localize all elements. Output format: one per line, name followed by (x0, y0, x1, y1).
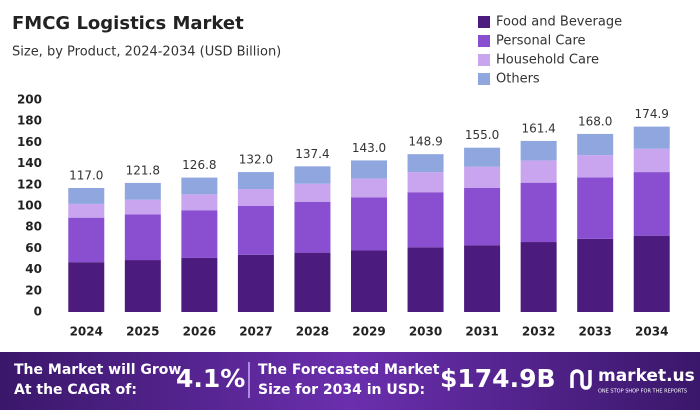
bar-segment (68, 187, 105, 204)
bar-segment (464, 147, 501, 167)
total-label: 121.8 (126, 163, 160, 177)
bar-segment (407, 154, 444, 173)
bar-segment (577, 238, 614, 312)
forecast-text: The Forecasted Market (258, 362, 440, 378)
x-tick-label: 2027 (239, 325, 272, 339)
bar-segment (294, 201, 331, 253)
brand-logo (570, 369, 592, 390)
legend-label: Household Care (496, 53, 599, 68)
bar-segment (351, 250, 387, 312)
total-label: 161.4 (521, 121, 555, 135)
y-tick-label: 80 (25, 220, 42, 234)
total-label: 168.0 (578, 114, 612, 128)
y-tick-label: 60 (25, 241, 42, 255)
total-label: 132.0 (239, 153, 273, 167)
total-label: 155.0 (465, 128, 499, 142)
bar-segment (633, 126, 670, 149)
x-tick-label: 2025 (126, 325, 159, 339)
bar-segment (351, 178, 387, 198)
forecast-value: $174.9B (440, 364, 556, 393)
bar-segment (237, 254, 274, 312)
x-tick-label: 2032 (522, 325, 555, 339)
bar-segment (181, 177, 218, 195)
cagr-text: The Market will Grow (14, 362, 181, 378)
y-tick-label: 140 (17, 156, 42, 170)
legend-swatch (478, 73, 490, 85)
bar-segment (464, 166, 501, 188)
bar-segment (68, 217, 105, 263)
bar-segment (520, 242, 557, 312)
legend-label: Personal Care (496, 34, 586, 49)
bar-segment (237, 189, 274, 206)
legend-label: Food and Beverage (496, 15, 622, 30)
bar-segment (407, 247, 444, 312)
bar-segment (294, 166, 331, 184)
bar-segment (237, 172, 274, 190)
forecast-text: Size for 2034 in USD: (258, 382, 425, 398)
x-tick-label: 2034 (635, 325, 668, 339)
x-tick-label: 2033 (578, 325, 611, 339)
brand-name: market.us (598, 366, 695, 386)
x-tick-label: 2024 (70, 325, 103, 339)
brand-tagline: ONE STOP SHOP FOR THE REPORTS (598, 389, 687, 395)
bar-segment (237, 206, 274, 255)
bar-segment (68, 203, 105, 218)
bar-segment (577, 177, 614, 239)
total-label: 143.0 (352, 141, 386, 155)
bar-segment (181, 257, 218, 312)
bar-segment (407, 192, 444, 248)
y-tick-label: 120 (17, 177, 42, 191)
y-tick-label: 160 (17, 135, 42, 149)
bar-segment (577, 133, 614, 156)
bar-segment (633, 235, 670, 312)
bar-segment (294, 183, 331, 202)
legend-swatch (478, 16, 490, 28)
bar-segment (633, 172, 670, 236)
bar-segment (181, 194, 218, 211)
bar-segment (181, 210, 218, 258)
x-tick-label: 2026 (183, 325, 216, 339)
bar-segment (124, 182, 161, 200)
bar-segment (124, 214, 161, 261)
bar-segment (68, 262, 105, 312)
x-tick-label: 2029 (352, 325, 385, 339)
bar-segment (294, 252, 331, 312)
total-label: 148.9 (408, 135, 442, 149)
x-tick-label: 2028 (296, 325, 329, 339)
legend-swatch (478, 54, 490, 66)
bar-segment (464, 245, 501, 312)
bar-segment (520, 160, 557, 183)
total-label: 126.8 (182, 158, 216, 172)
y-tick-label: 100 (17, 199, 42, 213)
bar-segment (633, 148, 670, 173)
bar-segment (124, 260, 161, 312)
bar-segment (464, 187, 501, 246)
y-tick-label: 40 (25, 262, 42, 276)
y-tick-label: 0 (34, 305, 42, 319)
bar-segment (520, 140, 557, 161)
chart-title: FMCG Logistics Market (12, 13, 244, 34)
x-tick-label: 2030 (409, 325, 442, 339)
y-tick-label: 200 (17, 93, 42, 107)
footer-banner (0, 352, 700, 410)
bar-segment (124, 199, 161, 215)
x-tick-label: 2031 (465, 325, 498, 339)
y-tick-label: 20 (25, 283, 42, 297)
y-tick-label: 180 (17, 114, 42, 128)
bar-segment (351, 160, 387, 179)
total-label: 174.9 (635, 107, 669, 121)
cagr-text: At the CAGR of: (14, 382, 137, 398)
divider (248, 362, 250, 398)
total-label: 137.4 (295, 147, 329, 161)
chart-subtitle: Size, by Product, 2024-2034 (USD Billion… (12, 45, 281, 60)
legend-swatch (478, 35, 490, 47)
legend-label: Others (496, 72, 540, 87)
bar-segment (407, 172, 444, 193)
cagr-value: 4.1% (176, 364, 245, 393)
bar-segment (351, 197, 387, 251)
bar-segment (520, 182, 557, 243)
total-label: 117.0 (69, 168, 103, 182)
bar-segment (577, 155, 614, 178)
